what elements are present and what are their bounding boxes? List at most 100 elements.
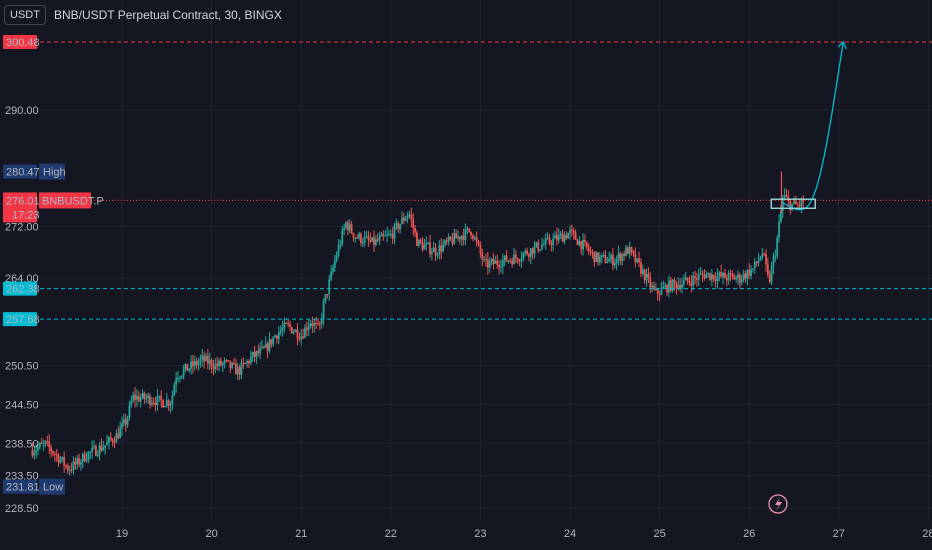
- candle: [768, 274, 771, 283]
- candle: [709, 272, 711, 280]
- candle: [584, 240, 586, 243]
- candle: [613, 262, 616, 266]
- candle: [154, 402, 157, 406]
- candle: [509, 260, 512, 262]
- candle: [679, 284, 682, 289]
- candle: [358, 233, 360, 239]
- symbol-tag: [39, 192, 91, 209]
- candle: [294, 329, 297, 332]
- candle: [96, 454, 99, 456]
- candle: [494, 260, 497, 264]
- candle: [451, 239, 454, 244]
- candle: [485, 259, 487, 261]
- candle: [37, 447, 39, 451]
- candle: [696, 277, 698, 280]
- price-badges: 300.48 262.38 257.68 280.47 High 231.81 Low 276…: [3, 35, 104, 495]
- candle: [164, 406, 166, 408]
- candle: [475, 237, 478, 242]
- candle: [776, 237, 779, 256]
- high-price-label: 280.47: [6, 167, 40, 179]
- candle: [326, 294, 329, 296]
- candle: [445, 240, 448, 242]
- candle: [580, 240, 583, 250]
- candle: [654, 288, 657, 290]
- time-axis[interactable]: 19 20 21 22 23 24 25 26 27 28: [116, 528, 932, 540]
- candle: [619, 253, 622, 261]
- candle: [669, 280, 672, 291]
- candle: [365, 236, 368, 238]
- candle: [483, 259, 486, 261]
- candle: [436, 254, 439, 256]
- candle: [373, 237, 375, 245]
- candle: [574, 232, 577, 240]
- candle: [432, 247, 435, 252]
- candle: [778, 221, 780, 238]
- time-tick-label: 21: [295, 528, 307, 540]
- candle: [332, 267, 334, 272]
- candle: [184, 363, 187, 370]
- price-tick-label: 238.50: [5, 438, 39, 450]
- lightning-icon[interactable]: [768, 494, 788, 514]
- candle: [378, 236, 381, 241]
- candle: [290, 327, 293, 334]
- candle: [798, 204, 801, 207]
- candle: [328, 279, 331, 295]
- price-tick-label: 290.00: [5, 105, 39, 117]
- candle: [218, 360, 220, 367]
- candle: [124, 419, 127, 425]
- candle: [781, 197, 784, 211]
- candle: [136, 396, 138, 400]
- time-tick-label: 23: [474, 528, 486, 540]
- projection-curve[interactable]: [782, 41, 844, 211]
- candle: [447, 236, 450, 242]
- candle: [501, 260, 504, 268]
- candle: [800, 198, 803, 207]
- candle: [761, 253, 764, 258]
- candle: [374, 239, 377, 245]
- candle: [727, 273, 730, 281]
- candle: [496, 260, 499, 265]
- candle: [285, 322, 288, 324]
- candle: [765, 254, 767, 265]
- candle: [311, 323, 314, 327]
- candle: [257, 351, 260, 354]
- candle: [322, 301, 325, 320]
- candle: [367, 236, 370, 241]
- candle: [382, 234, 385, 236]
- horizontal-lines[interactable]: [40, 41, 932, 320]
- candle: [307, 326, 310, 331]
- candle: [216, 363, 219, 367]
- candle: [638, 258, 640, 263]
- candle: [244, 363, 247, 365]
- target-price-badge: [3, 35, 37, 49]
- candle: [647, 273, 650, 278]
- currency-button[interactable]: USDT: [4, 5, 46, 25]
- candle: [710, 274, 713, 280]
- candle: [192, 361, 194, 367]
- candle: [305, 327, 308, 331]
- candle: [714, 279, 717, 282]
- candle: [361, 242, 364, 244]
- candle: [656, 288, 659, 294]
- candle: [309, 323, 312, 327]
- candle: [423, 244, 426, 250]
- projection-path[interactable]: [770, 40, 847, 211]
- time-tick-label: 20: [205, 528, 217, 540]
- candle: [731, 273, 734, 276]
- time-tick-label: 28: [922, 528, 932, 540]
- support-upper-badge-label: 262.38: [6, 284, 40, 296]
- candle: [231, 363, 234, 368]
- candle: [33, 452, 36, 456]
- entry-box[interactable]: [770, 198, 816, 209]
- candle: [414, 228, 416, 233]
- time-tick-label: 27: [833, 528, 845, 540]
- candle: [304, 327, 306, 338]
- candle: [393, 225, 396, 239]
- projection-arrowhead[interactable]: [837, 40, 847, 50]
- candle: [479, 244, 482, 254]
- candle: [464, 228, 467, 240]
- candle: [53, 453, 56, 455]
- support-lower-badge: [3, 312, 37, 327]
- candle: [104, 445, 107, 448]
